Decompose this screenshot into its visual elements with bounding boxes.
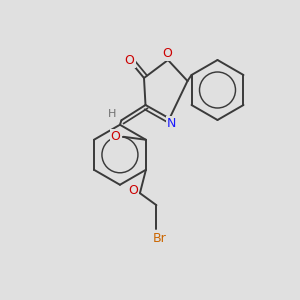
Text: O: O <box>111 130 121 143</box>
Text: O: O <box>162 47 172 61</box>
Text: H: H <box>108 109 117 119</box>
Text: O: O <box>125 54 135 67</box>
Text: N: N <box>167 117 177 130</box>
Text: O: O <box>128 184 138 197</box>
Text: Br: Br <box>152 232 166 245</box>
